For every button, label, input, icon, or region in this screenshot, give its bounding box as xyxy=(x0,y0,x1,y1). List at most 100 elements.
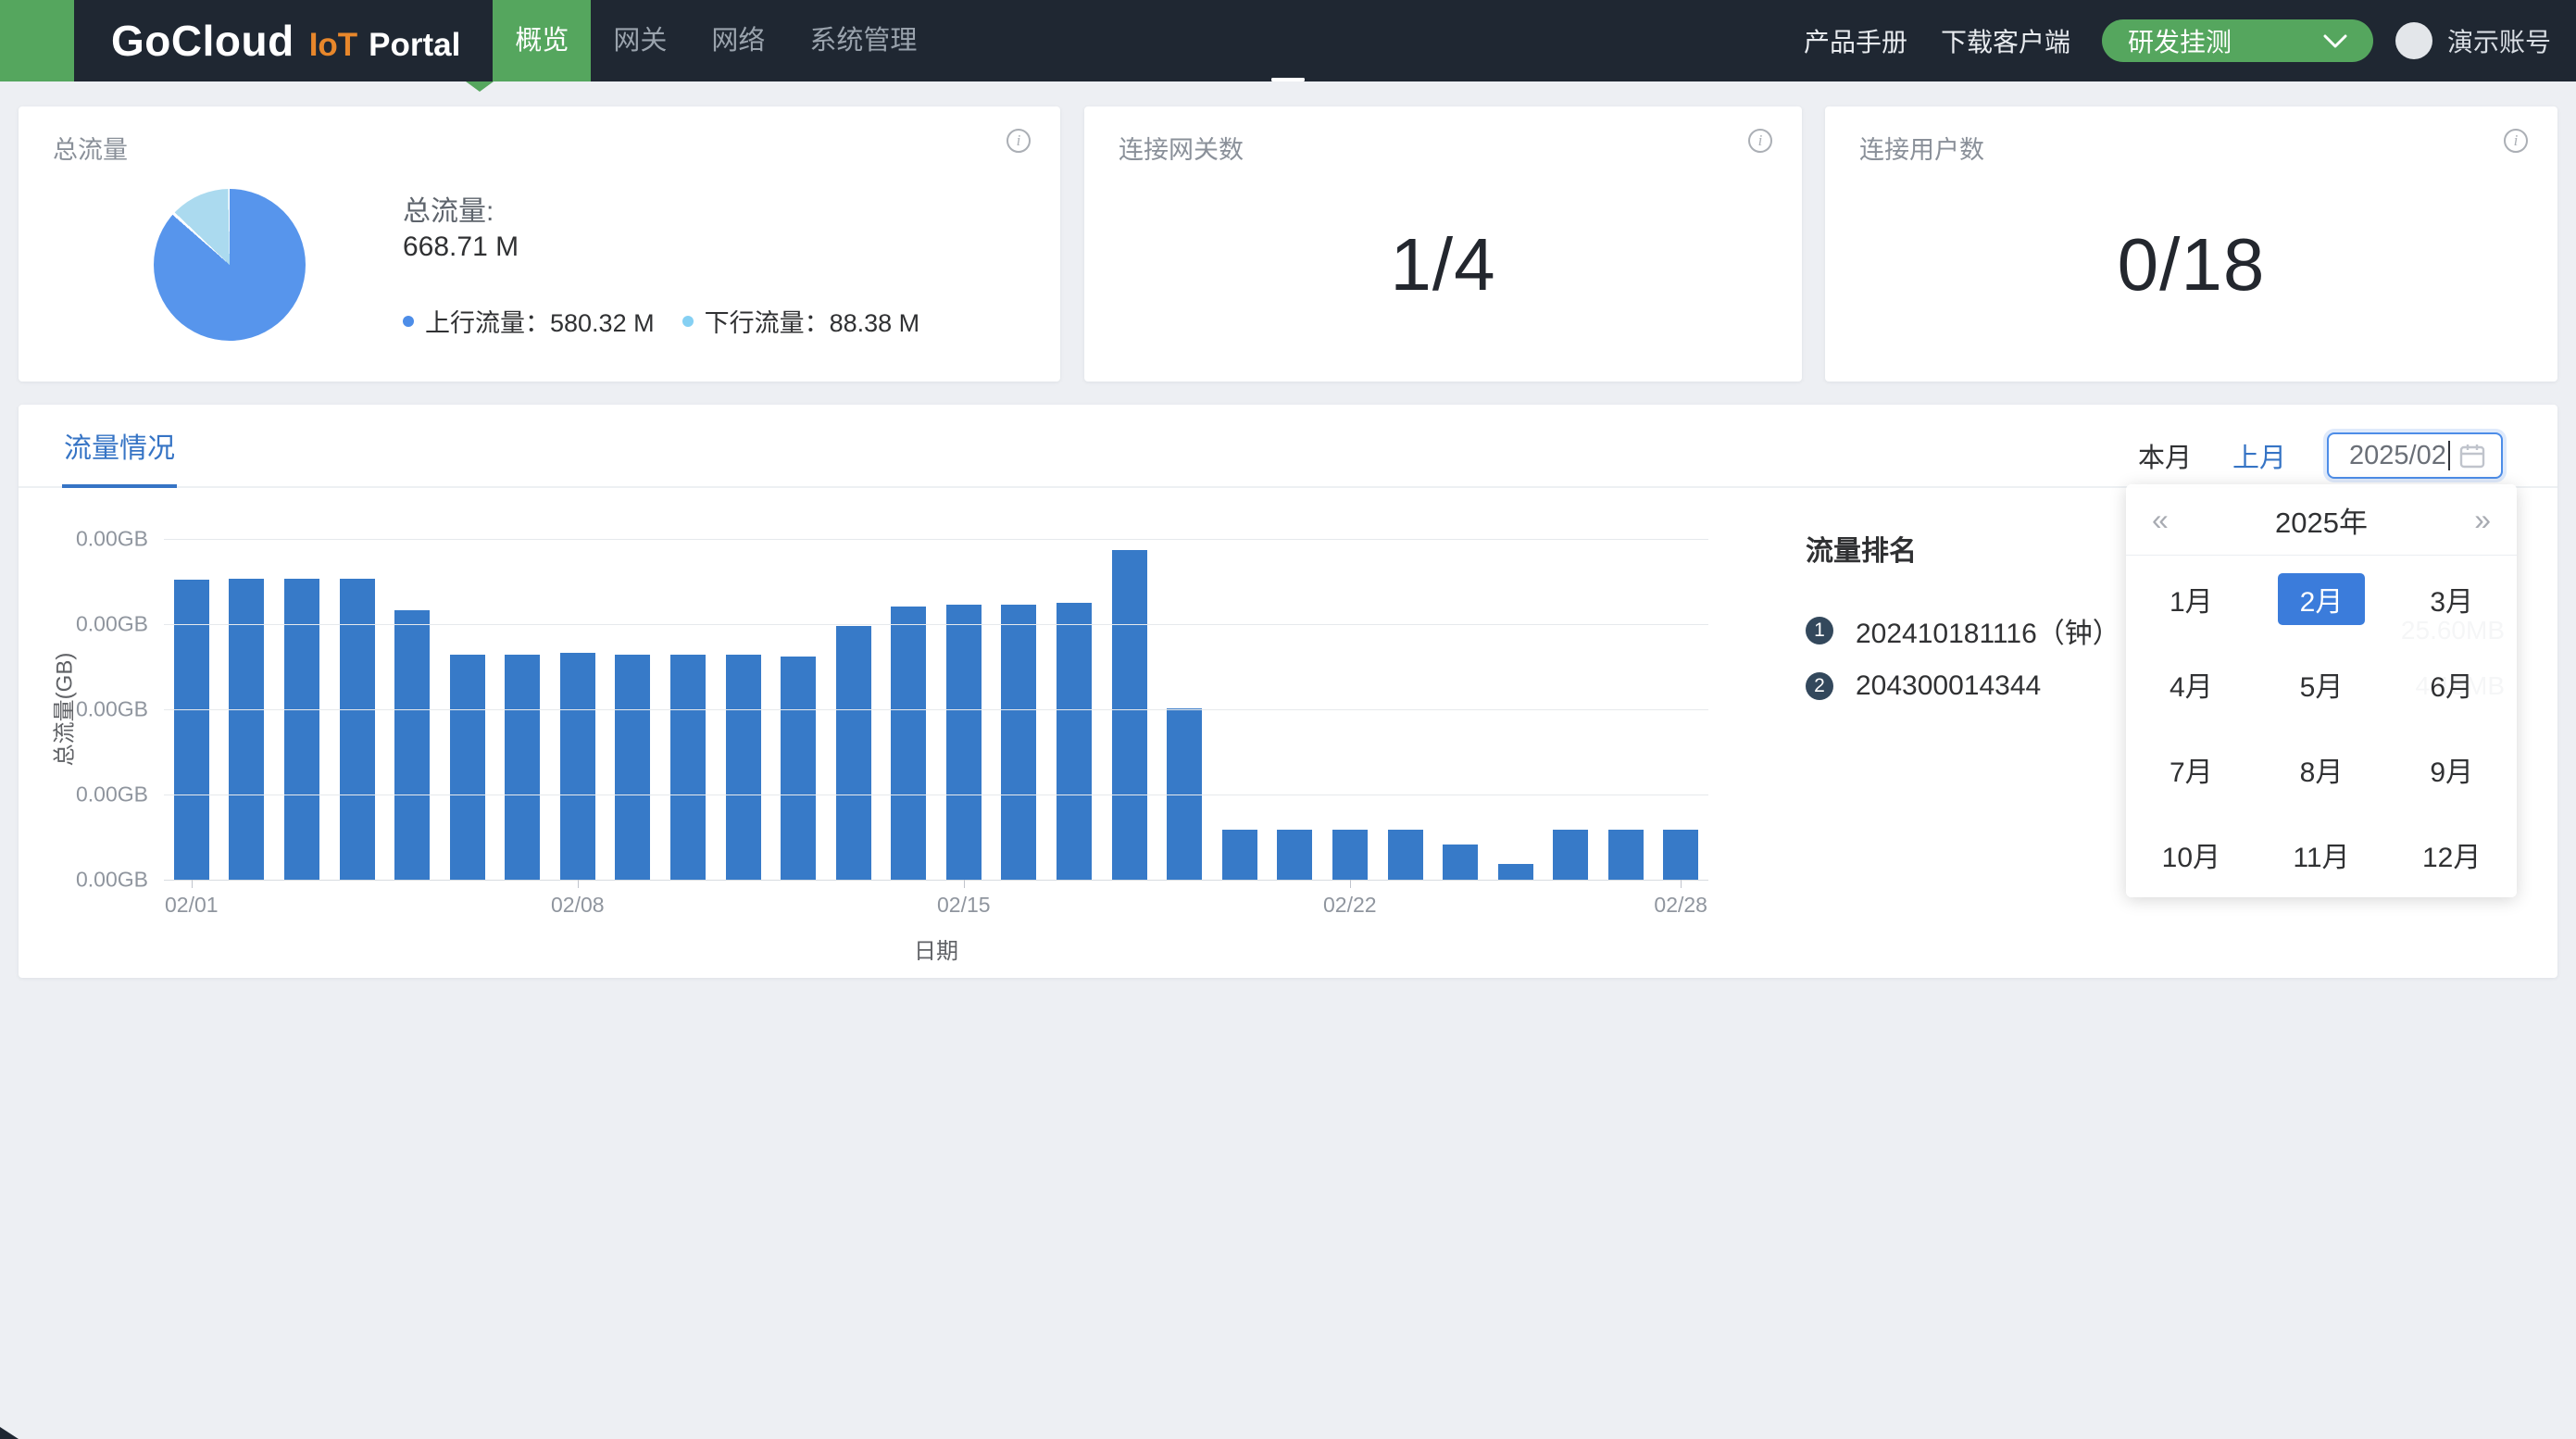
gridline xyxy=(164,880,1708,881)
chart-bar-02/07 xyxy=(505,655,541,880)
month-cell-9月[interactable]: 9月 xyxy=(2386,727,2517,812)
bar-slot xyxy=(1268,539,1323,880)
month-grid: 1月 2月 3月 4月 5月 6月 7月 8月 9月 10月 11月 12月 xyxy=(2126,557,2517,897)
bar-slot xyxy=(606,539,661,880)
month-cell-label: 12月 xyxy=(2421,843,2482,873)
month-picker-popover: « 2025年 » 1月 2月 3月 4月 5月 6月 7月 8月 9月 10月 11月 12月 xyxy=(2126,484,2517,897)
month-cell-7月[interactable]: 7月 xyxy=(2126,727,2257,812)
month-cell-12月[interactable]: 12月 xyxy=(2386,812,2517,897)
x-axis-tick xyxy=(577,880,579,888)
month-cell-label: 3月 xyxy=(2430,587,2473,618)
chart-bar-02/08 xyxy=(559,653,595,880)
chart-bar-02/18 xyxy=(1111,550,1147,880)
chart-bar-02/20 xyxy=(1221,829,1257,880)
chart-bar-02/14 xyxy=(891,606,927,880)
y-axis-tick-label: 0.00GB xyxy=(76,611,148,636)
month-cell-4月[interactable]: 4月 xyxy=(2126,642,2257,727)
nav-tab[interactable]: 系统管理 xyxy=(809,26,918,56)
month-cell-8月[interactable]: 8月 xyxy=(2257,727,2387,812)
nav-tab[interactable]: 网络 xyxy=(711,26,766,56)
y-axis-tick-label: 0.00GB xyxy=(76,782,148,807)
total-traffic-label: 总流量: xyxy=(403,196,494,227)
tab-traffic-status[interactable]: 流量情况 xyxy=(62,405,177,488)
nav-tabs: 概览 网关 网络 系统管理 xyxy=(493,0,939,81)
month-cell-3月[interactable]: 3月 xyxy=(2386,557,2517,642)
bar-slot xyxy=(1212,539,1268,880)
environment-select[interactable]: 研发挂测 xyxy=(2101,19,2373,62)
bar-slot xyxy=(1488,539,1544,880)
range-button[interactable]: 上月 xyxy=(2232,444,2286,473)
account-name[interactable]: 演示账号 xyxy=(2446,28,2551,56)
gateways-card: 连接网关数 i 1/4 xyxy=(1084,106,1802,382)
bar-slot xyxy=(164,539,219,880)
bar-slot xyxy=(384,539,440,880)
month-cell-label: 4月 xyxy=(2169,672,2213,703)
month-cell-6月[interactable]: 6月 xyxy=(2386,642,2517,727)
chart-bar-02/02 xyxy=(229,579,265,880)
chevron-down-icon xyxy=(2323,26,2347,56)
legend-dot-icon xyxy=(403,315,414,327)
month-cell-label: 11月 xyxy=(2293,843,2350,873)
chart-bar-02/22 xyxy=(1332,829,1368,880)
chart-bar-02/25 xyxy=(1497,864,1533,880)
bar-slot xyxy=(882,539,937,880)
logo-rest: Portal xyxy=(369,27,461,63)
range-button[interactable]: 本月 xyxy=(2137,444,2192,473)
x-axis-tick xyxy=(191,880,193,888)
bar-slot xyxy=(936,539,992,880)
gridline xyxy=(164,709,1708,710)
nav-link[interactable]: 产品手册 xyxy=(1803,28,1907,56)
month-cell-label: 1月 xyxy=(2169,587,2213,618)
bar-slot xyxy=(274,539,330,880)
bar-slot xyxy=(1322,539,1378,880)
x-axis-tick-label: 02/28 xyxy=(1654,893,1707,917)
bar-slot xyxy=(440,539,495,880)
panel-tab-bar: 流量情况 xyxy=(19,405,2557,488)
chart-bar-02/17 xyxy=(1057,603,1093,880)
nav-link[interactable]: 下载客户端 xyxy=(1940,28,2070,56)
chart-bar-02/11 xyxy=(725,655,761,880)
traffic-pie-chart xyxy=(154,189,306,341)
month-cell-1月[interactable]: 1月 xyxy=(2126,557,2257,642)
next-year-icon[interactable]: » xyxy=(2474,503,2491,536)
prev-year-icon[interactable]: « xyxy=(2152,503,2169,536)
month-cell-label: 6月 xyxy=(2430,672,2473,703)
traffic-bar-chart: 总流量(GB) 日期 0.00GB 0.00GB 0.00GB 0.00GB 0.00G… xyxy=(53,527,1709,964)
ranking-title: 流量排名 xyxy=(1806,536,1917,567)
bar-slot xyxy=(716,539,771,880)
rank-device-label: 202410181116（钟） xyxy=(1856,619,2120,649)
hamburger-menu-icon[interactable] xyxy=(0,0,1305,81)
users-count: 0/18 xyxy=(2117,223,2266,306)
chart-bar-02/16 xyxy=(1001,605,1037,880)
avatar[interactable] xyxy=(2395,22,2432,59)
bar-slot xyxy=(1378,539,1433,880)
x-axis-tick xyxy=(1349,880,1351,888)
total-traffic-value: 668.71 M xyxy=(403,231,519,262)
traffic-legend: 上行流量：580.32 M 下行流量：88.38 M xyxy=(403,303,919,339)
bar-slot xyxy=(1654,539,1709,880)
users-card: 连接用户数 i 0/18 xyxy=(1825,106,2557,382)
x-axis-tick-label: 02/08 xyxy=(551,893,605,917)
chart-bar-02/13 xyxy=(835,625,871,880)
logo-accent: IoT xyxy=(308,27,358,63)
month-cell-2月[interactable]: 2月 xyxy=(2257,557,2387,642)
month-cell-10月[interactable]: 10月 xyxy=(2126,812,2257,897)
month-date-input[interactable]: 2025/02 xyxy=(2327,432,2503,479)
chart-bar-02/21 xyxy=(1277,829,1313,880)
bar-slot xyxy=(660,539,716,880)
legend-item: 上行流量：580.32 M xyxy=(403,303,655,339)
x-axis-tick-label: 02/01 xyxy=(165,893,219,917)
nav-tab[interactable]: 概览 xyxy=(493,0,592,81)
bar-slot xyxy=(1432,539,1488,880)
info-icon[interactable]: i xyxy=(1007,129,1031,153)
info-icon[interactable]: i xyxy=(2504,129,2528,153)
chart-bar-02/01 xyxy=(173,580,209,880)
nav-tab[interactable]: 网关 xyxy=(613,26,668,56)
month-cell-11月[interactable]: 11月 xyxy=(2257,812,2387,897)
info-icon[interactable]: i xyxy=(1748,129,1772,153)
month-cell-5月[interactable]: 5月 xyxy=(2257,642,2387,727)
gridline xyxy=(164,624,1708,625)
month-cell-label: 5月 xyxy=(2299,672,2344,703)
x-axis-tick xyxy=(963,880,965,888)
bar-slot xyxy=(992,539,1047,880)
